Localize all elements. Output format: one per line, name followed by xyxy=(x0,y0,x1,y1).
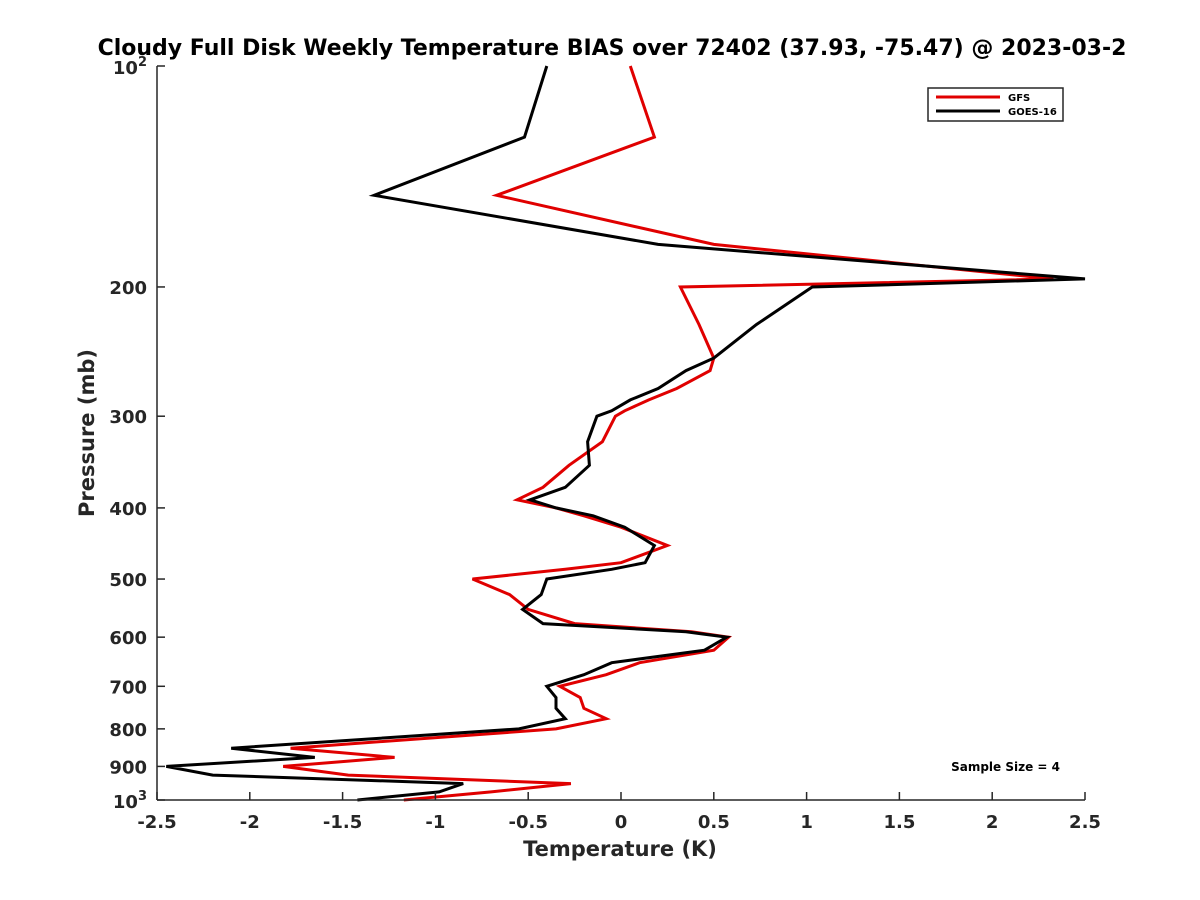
x-tick-label: 1 xyxy=(800,812,813,833)
x-tick-label: -0.5 xyxy=(509,812,548,833)
series-line-gfs xyxy=(283,65,1054,802)
y-tick-label: 300 xyxy=(109,407,147,428)
y-tick-label: 600 xyxy=(109,628,147,649)
y-tick-label-power: 102 xyxy=(113,55,147,79)
chart-title: Cloudy Full Disk Weekly Temperature BIAS… xyxy=(98,36,1127,61)
y-tick-label: 500 xyxy=(109,570,147,591)
sample-size-annotation: Sample Size = 4 xyxy=(951,760,1060,774)
series-lines xyxy=(166,65,1086,802)
y-tick-label: 200 xyxy=(109,278,147,299)
x-tick-label: 0.5 xyxy=(698,812,730,833)
y-axis: 200 300 400 500 600 700 800 900 102 103 xyxy=(109,55,165,813)
y-tick-label-power: 103 xyxy=(113,789,147,813)
legend-box xyxy=(927,87,1064,122)
x-tick-label: -1.5 xyxy=(323,812,362,833)
x-tick-label: -1 xyxy=(425,812,445,833)
x-tick-label: 0 xyxy=(615,812,628,833)
x-axis: -2.5 -2 -1.5 -1 -0.5 0 0.5 1 1.5 2 2.5 xyxy=(137,792,1101,833)
plot-area xyxy=(156,65,1086,802)
x-tick-label: -2.5 xyxy=(137,812,176,833)
x-tick-label: 2.5 xyxy=(1069,812,1101,833)
x-tick-label: 1.5 xyxy=(883,812,915,833)
y-tick-label: 900 xyxy=(109,757,147,778)
x-tick-label: -2 xyxy=(240,812,260,833)
legend-label: GFS xyxy=(1008,93,1030,104)
y-tick-label: 400 xyxy=(109,499,147,520)
y-tick-label: 800 xyxy=(109,720,147,741)
y-tick-label: 700 xyxy=(109,677,147,698)
x-axis-label: Temperature (K) xyxy=(523,837,717,861)
series-line-goes-16 xyxy=(166,65,1086,802)
legend: GFS GOES-16 xyxy=(927,87,1064,122)
y-axis-label: Pressure (mb) xyxy=(75,349,99,517)
legend-label: GOES-16 xyxy=(1008,107,1057,118)
axes-frame xyxy=(157,66,1085,800)
x-tick-label: 2 xyxy=(986,812,999,833)
